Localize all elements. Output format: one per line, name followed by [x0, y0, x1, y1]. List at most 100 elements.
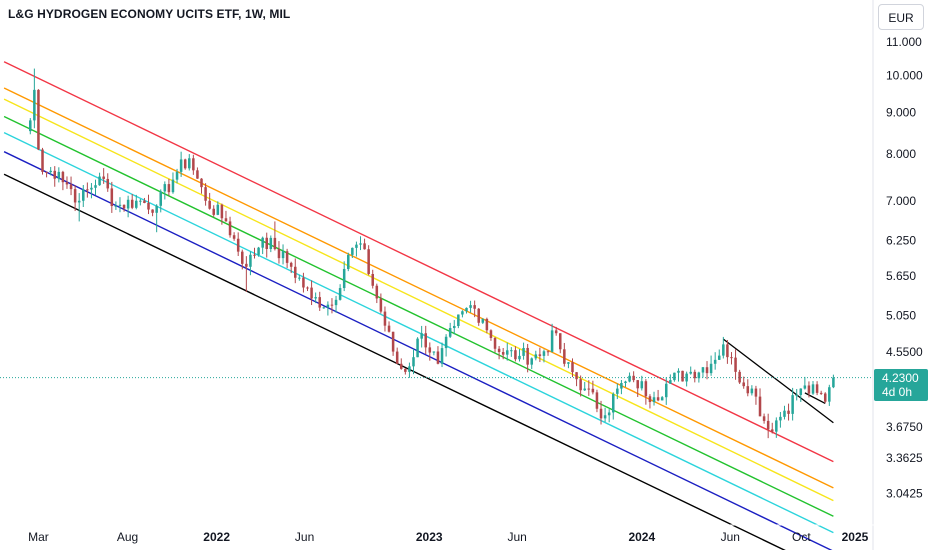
price-tick-label: 3.0425 — [886, 486, 923, 500]
candle — [408, 362, 411, 378]
candle — [289, 261, 293, 274]
candle — [673, 372, 676, 382]
candle — [689, 366, 692, 375]
candle — [664, 377, 668, 405]
candle — [730, 352, 733, 365]
candle — [302, 272, 305, 293]
time-axis[interactable]: Mar Aug 2022 Jun 2023 Jun 2024 Jun Oct 2025 — [0, 524, 932, 544]
price-tick-label: 4.5500 — [886, 345, 923, 359]
candle — [563, 342, 566, 367]
candle — [644, 379, 648, 405]
candle — [314, 292, 317, 304]
candle — [603, 407, 607, 423]
candle — [493, 337, 497, 353]
candle — [705, 361, 709, 380]
channel-line-cyan — [3, 131, 834, 534]
candle — [465, 307, 468, 314]
candle — [550, 323, 554, 353]
candle — [693, 369, 697, 383]
price-tick-label: 8.000 — [886, 147, 916, 161]
time-tick-label: Mar — [28, 530, 49, 544]
candle — [65, 176, 69, 189]
candle — [135, 194, 138, 210]
candle — [236, 232, 240, 256]
candle — [742, 376, 745, 389]
candle — [599, 400, 603, 425]
candle — [791, 387, 794, 421]
channel-line-black — [3, 173, 786, 550]
candle — [298, 274, 301, 281]
regression-channel — [3, 61, 834, 550]
candle — [734, 349, 737, 380]
candle — [249, 251, 252, 276]
candle — [90, 183, 93, 199]
candle — [469, 300, 472, 313]
candle — [640, 375, 644, 391]
candle — [359, 236, 362, 251]
candle — [444, 334, 448, 357]
channel-line-green — [3, 115, 834, 517]
trendline-1 — [804, 392, 826, 405]
candle — [49, 166, 52, 176]
candle — [342, 261, 346, 292]
channel-line-orange — [3, 87, 834, 489]
candle — [167, 178, 171, 196]
candle — [575, 372, 578, 387]
candle — [212, 205, 216, 217]
candle — [518, 349, 521, 362]
candle — [726, 339, 729, 364]
chart-title: L&G HYDROGEN ECONOMY UCITS ETF, 1W, MIL — [8, 7, 291, 21]
candle — [558, 333, 562, 354]
candle — [261, 236, 264, 255]
candle — [787, 403, 790, 421]
candle — [122, 204, 126, 212]
candle — [607, 409, 611, 423]
candle — [701, 366, 705, 378]
candle — [57, 167, 61, 183]
candle — [799, 388, 803, 402]
candle — [636, 380, 639, 398]
currency-button[interactable]: EUR — [878, 4, 924, 30]
candle — [139, 198, 142, 206]
candle — [281, 244, 285, 265]
candle — [375, 283, 379, 304]
candlestick-series — [29, 68, 835, 439]
candle — [53, 166, 57, 187]
candle — [110, 181, 114, 213]
candle — [424, 325, 427, 355]
candle — [220, 203, 224, 225]
candle — [285, 248, 289, 269]
candle — [766, 413, 770, 439]
candle — [611, 392, 615, 420]
candle — [758, 388, 762, 417]
price-axis[interactable]: 11.000 10.000 9.000 8.000 7.000 6.250 5.650 5.0… — [886, 35, 923, 500]
candle — [534, 350, 538, 361]
candle — [371, 269, 374, 289]
candle — [367, 245, 370, 276]
candle — [461, 310, 464, 318]
time-tick-label: Oct — [792, 530, 811, 544]
candle — [98, 172, 101, 186]
candle — [245, 256, 248, 292]
candle — [762, 413, 766, 424]
candle — [326, 301, 330, 316]
candle — [620, 379, 623, 395]
candle — [102, 168, 105, 184]
candle — [501, 347, 505, 360]
last-price-badge: 4.2300 4d 0h — [874, 368, 928, 401]
candle — [77, 193, 81, 222]
candle — [538, 347, 542, 363]
candle — [175, 168, 179, 184]
candle — [448, 322, 452, 339]
candle — [363, 238, 366, 250]
candle — [828, 384, 831, 406]
candle — [379, 293, 383, 314]
candle — [412, 348, 415, 375]
candle — [738, 369, 741, 385]
candle — [546, 350, 550, 356]
trendline-0 — [722, 338, 834, 424]
candle — [823, 392, 827, 404]
candle — [232, 232, 236, 241]
price-tick-label: 3.3625 — [886, 451, 923, 465]
